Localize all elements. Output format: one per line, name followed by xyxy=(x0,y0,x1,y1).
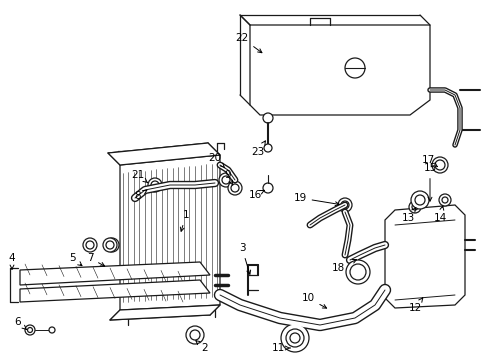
Text: 3: 3 xyxy=(238,243,250,274)
Circle shape xyxy=(227,181,242,195)
Polygon shape xyxy=(20,262,209,285)
Text: 8: 8 xyxy=(134,190,146,201)
Circle shape xyxy=(103,238,117,252)
Circle shape xyxy=(349,264,365,280)
Text: 14: 14 xyxy=(432,206,446,223)
Circle shape xyxy=(219,173,232,187)
Text: 2: 2 xyxy=(196,341,208,353)
Circle shape xyxy=(190,330,200,340)
Text: 13: 13 xyxy=(401,208,415,223)
Circle shape xyxy=(108,241,116,249)
Text: 15: 15 xyxy=(423,163,436,201)
Text: 10: 10 xyxy=(301,293,326,308)
Circle shape xyxy=(345,58,364,78)
Circle shape xyxy=(25,325,35,335)
Circle shape xyxy=(49,327,55,333)
Text: 7: 7 xyxy=(86,253,104,266)
Circle shape xyxy=(151,181,159,189)
Circle shape xyxy=(230,184,239,192)
Polygon shape xyxy=(20,280,209,302)
Circle shape xyxy=(148,178,162,192)
Text: 20: 20 xyxy=(208,153,224,168)
Circle shape xyxy=(337,198,351,212)
Circle shape xyxy=(105,238,119,252)
Circle shape xyxy=(83,238,97,252)
Text: 22: 22 xyxy=(235,33,262,53)
Text: 18: 18 xyxy=(331,260,356,273)
Text: 21: 21 xyxy=(131,170,147,183)
Text: 5: 5 xyxy=(68,253,82,266)
Circle shape xyxy=(86,241,94,249)
Text: 19: 19 xyxy=(293,193,339,206)
Circle shape xyxy=(340,201,348,209)
Circle shape xyxy=(281,324,308,352)
Text: 17: 17 xyxy=(421,155,437,167)
Circle shape xyxy=(414,195,424,205)
Text: 11: 11 xyxy=(271,343,289,353)
Circle shape xyxy=(441,197,447,203)
Text: 16: 16 xyxy=(248,190,264,200)
Circle shape xyxy=(431,157,447,173)
Polygon shape xyxy=(108,143,220,165)
Circle shape xyxy=(434,160,444,170)
Polygon shape xyxy=(249,25,429,115)
Circle shape xyxy=(285,329,304,347)
Circle shape xyxy=(408,201,420,213)
Text: 1: 1 xyxy=(180,210,189,231)
Circle shape xyxy=(222,176,229,184)
Circle shape xyxy=(346,260,369,284)
Text: 6: 6 xyxy=(15,317,26,329)
Text: 23: 23 xyxy=(251,141,265,157)
Text: 9: 9 xyxy=(224,170,232,185)
Text: 12: 12 xyxy=(407,298,422,313)
Circle shape xyxy=(264,144,271,152)
Circle shape xyxy=(438,194,450,206)
Circle shape xyxy=(263,183,272,193)
Circle shape xyxy=(185,326,203,344)
Circle shape xyxy=(263,113,272,123)
Polygon shape xyxy=(120,155,220,310)
Circle shape xyxy=(106,241,114,249)
Polygon shape xyxy=(110,305,220,320)
Circle shape xyxy=(410,191,428,209)
Text: 4: 4 xyxy=(9,253,15,269)
Circle shape xyxy=(289,333,299,343)
Polygon shape xyxy=(384,205,464,308)
Circle shape xyxy=(411,204,417,210)
Circle shape xyxy=(27,328,32,333)
